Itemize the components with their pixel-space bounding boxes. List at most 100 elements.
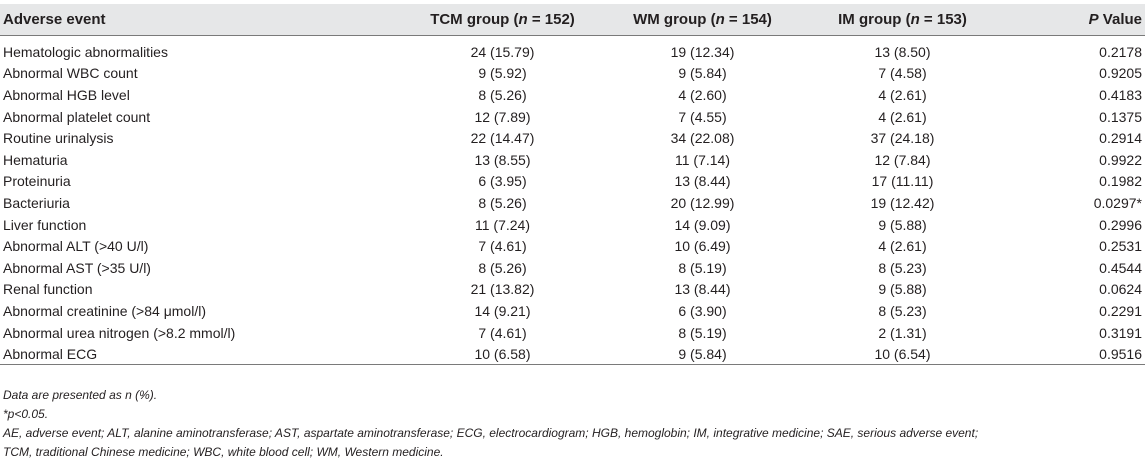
cell-adverse-event: Routine urinalysis [3, 130, 114, 147]
cell-wm-group: 9 (5.84) [678, 65, 727, 82]
cell-p-value: 0.2291 [1099, 302, 1142, 319]
cell-wm-group: 11 (7.14) [675, 151, 730, 168]
cell-im-group: 9 (5.88) [878, 216, 927, 233]
cell-tcm-group: 22 (14.47) [470, 130, 535, 147]
cell-adverse-event: Abnormal WBC count [3, 65, 138, 82]
cell-adverse-event: Bacteriuria [3, 194, 70, 211]
cell-tcm-group: 6 (3.95) [478, 173, 527, 190]
cell-p-value: 0.3191 [1099, 324, 1142, 341]
cell-wm-group: 8 (5.19) [678, 259, 727, 276]
table-header: Adverse event TCM group (n = 152) WM gro… [0, 4, 1145, 36]
table-row: Liver function 11 (7.24) 14 (9.09) 9 (5.88)… [0, 214, 1145, 236]
table-footnotes: Data are presented as n (%). *p<0.05. AE… [3, 386, 1143, 462]
header-wm-n: n [715, 10, 725, 28]
cell-im-group: 12 (7.84) [874, 151, 931, 168]
cell-adverse-event: Proteinuria [3, 173, 71, 190]
footnote-data-presentation: Data are presented as n (%). [3, 388, 158, 402]
cell-wm-group: 4 (2.60) [678, 86, 727, 103]
cell-adverse-event: Abnormal ECG [0, 343, 410, 366]
cell-tcm-group: 14 (9.21) [474, 302, 531, 319]
header-wm-suffix: = 154) [724, 10, 772, 28]
cell-wm-group: 8 (5.19) [678, 324, 727, 341]
cell-p-value: 0.1982 [1099, 173, 1142, 190]
header-im-group: IM group (n = 153) [810, 4, 995, 36]
header-row: Adverse event TCM group (n = 152) WM gro… [0, 4, 1145, 36]
cell-wm-group: 19 (12.34) [670, 43, 735, 60]
table-body: Hematologic abnormalities 24 (15.79) 19 (1… [0, 35, 1145, 366]
cell-im-group: 7 (4.58) [878, 65, 927, 82]
cell-p-value: 0.0624 [1099, 281, 1142, 298]
cell-p-value: 0.0297* [1093, 194, 1142, 211]
header-adverse-event: Adverse event [0, 4, 410, 36]
cell-p-value: 0.4183 [1099, 86, 1142, 103]
cell-im-group: 8 (5.23) [878, 259, 927, 276]
table-row: Routine urinalysis 22 (14.47) 34 (22.08) 37… [0, 127, 1145, 149]
table-row: Abnormal platelet count 12 (7.89) 7 (4.55)… [0, 106, 1145, 128]
table-row: Hematuria 13 (8.55) 11 (7.14) 12 (7.84) 0.99… [0, 149, 1145, 171]
cell-im-group: 37 (24.18) [870, 130, 935, 147]
table-row: Abnormal AST (>35 U/l) 8 (5.26) 8 (5.19) 8 … [0, 257, 1145, 279]
cell-p-value: 0.2178 [1099, 43, 1142, 60]
table-row: Abnormal WBC count 9 (5.92) 9 (5.84) 7 (4.5… [0, 63, 1145, 85]
cell-tcm-group: 8 (5.26) [478, 86, 527, 103]
table-row: Proteinuria 6 (3.95) 13 (8.44) 17 (11.11) 0.… [0, 171, 1145, 193]
cell-adverse-event: Abnormal HGB level [3, 86, 130, 103]
cell-adverse-event: Hematuria [3, 151, 68, 168]
header-tcm-n: n [518, 10, 528, 28]
cell-im-group: 17 (11.11) [871, 173, 934, 190]
table-row: Abnormal ALT (>40 U/l) 7 (4.61) 10 (6.49) 4… [0, 235, 1145, 257]
header-tcm-prefix: TCM group ( [430, 10, 519, 28]
cell-tcm-group: 7 (4.61) [478, 238, 527, 255]
table-row: Abnormal ECG 10 (6.58) 9 (5.84) 10 (6.54) 0.… [0, 343, 1145, 366]
cell-wm-group: 20 (12.99) [670, 194, 735, 211]
header-p-letter: P [1088, 10, 1099, 28]
cell-tcm-group: 8 (5.26) [478, 259, 527, 276]
cell-im-group: 4 (2.61) [878, 238, 927, 255]
header-wm-prefix: WM group ( [633, 10, 716, 28]
cell-p-value: 0.1375 [1099, 108, 1142, 125]
cell-wm-group: 14 (9.09) [674, 216, 731, 233]
cell-im-group: 8 (5.23) [878, 302, 927, 319]
cell-im-group: 19 (12.42) [870, 194, 935, 211]
cell-p-value: 0.2996 [1099, 216, 1142, 233]
cell-tcm-group: 12 (7.89) [474, 108, 531, 125]
adverse-events-table: Adverse event TCM group (n = 152) WM gro… [0, 4, 1145, 366]
cell-tcm-group: 8 (5.26) [478, 194, 527, 211]
cell-tcm-group: 24 (15.79) [470, 43, 535, 60]
cell-p-value: 0.2531 [1099, 238, 1142, 255]
cell-adverse-event: Renal function [3, 281, 93, 298]
cell-adverse-event: Liver function [3, 216, 87, 233]
header-tcm-suffix: = 152) [527, 10, 575, 28]
cell-im-group: 2 (1.31) [878, 324, 927, 341]
cell-wm-group: 13 (8.44) [674, 173, 731, 190]
cell-tcm-group: 13 (8.55) [474, 151, 531, 168]
cell-tcm-group: 21 (13.82) [470, 281, 535, 298]
cell-wm-group: 34 (22.08) [670, 130, 735, 147]
cell-p-value: 0.9922 [1099, 151, 1142, 168]
table-row: Abnormal HGB level 8 (5.26) 4 (2.60) 4 (2.6… [0, 84, 1145, 106]
footnote-significance: *p<0.05. [3, 407, 49, 421]
cell-adverse-event: Abnormal ALT (>40 U/l) [3, 238, 149, 255]
cell-adverse-event: Hematologic abnormalities [3, 43, 168, 60]
cell-im-group: 13 (8.50) [874, 43, 931, 60]
header-wm-group: WM group (n = 154) [595, 4, 810, 36]
header-im-suffix: = 153) [919, 10, 967, 28]
cell-p-value: 0.9516 [995, 343, 1145, 366]
cell-tcm-group: 7 (4.61) [478, 324, 527, 341]
cell-p-value: 0.9205 [1099, 65, 1142, 82]
table-row: Hematologic abnormalities 24 (15.79) 19 (1… [0, 41, 1145, 63]
cell-wm-group: 10 (6.49) [674, 238, 731, 255]
cell-wm-group: 6 (3.90) [678, 302, 727, 319]
cell-im-group: 10 (6.54) [810, 343, 995, 366]
cell-tcm-group: 10 (6.58) [410, 343, 595, 366]
footnote-abbreviations-1: AE, adverse event; ALT, alanine aminotra… [3, 426, 979, 440]
cell-tcm-group: 11 (7.24) [475, 216, 530, 233]
header-adverse-event-label: Adverse event [3, 10, 106, 28]
footnote-abbreviations-2: TCM, traditional Chinese medicine; WBC, … [3, 445, 444, 459]
cell-p-value: 0.2914 [1099, 130, 1142, 147]
cell-wm-group: 9 (5.84) [595, 343, 810, 366]
header-p-suffix: Value [1098, 10, 1142, 28]
table-row: Abnormal urea nitrogen (>8.2 mmol/l) 7 (4… [0, 322, 1145, 344]
cell-adverse-event: Abnormal platelet count [3, 108, 151, 125]
